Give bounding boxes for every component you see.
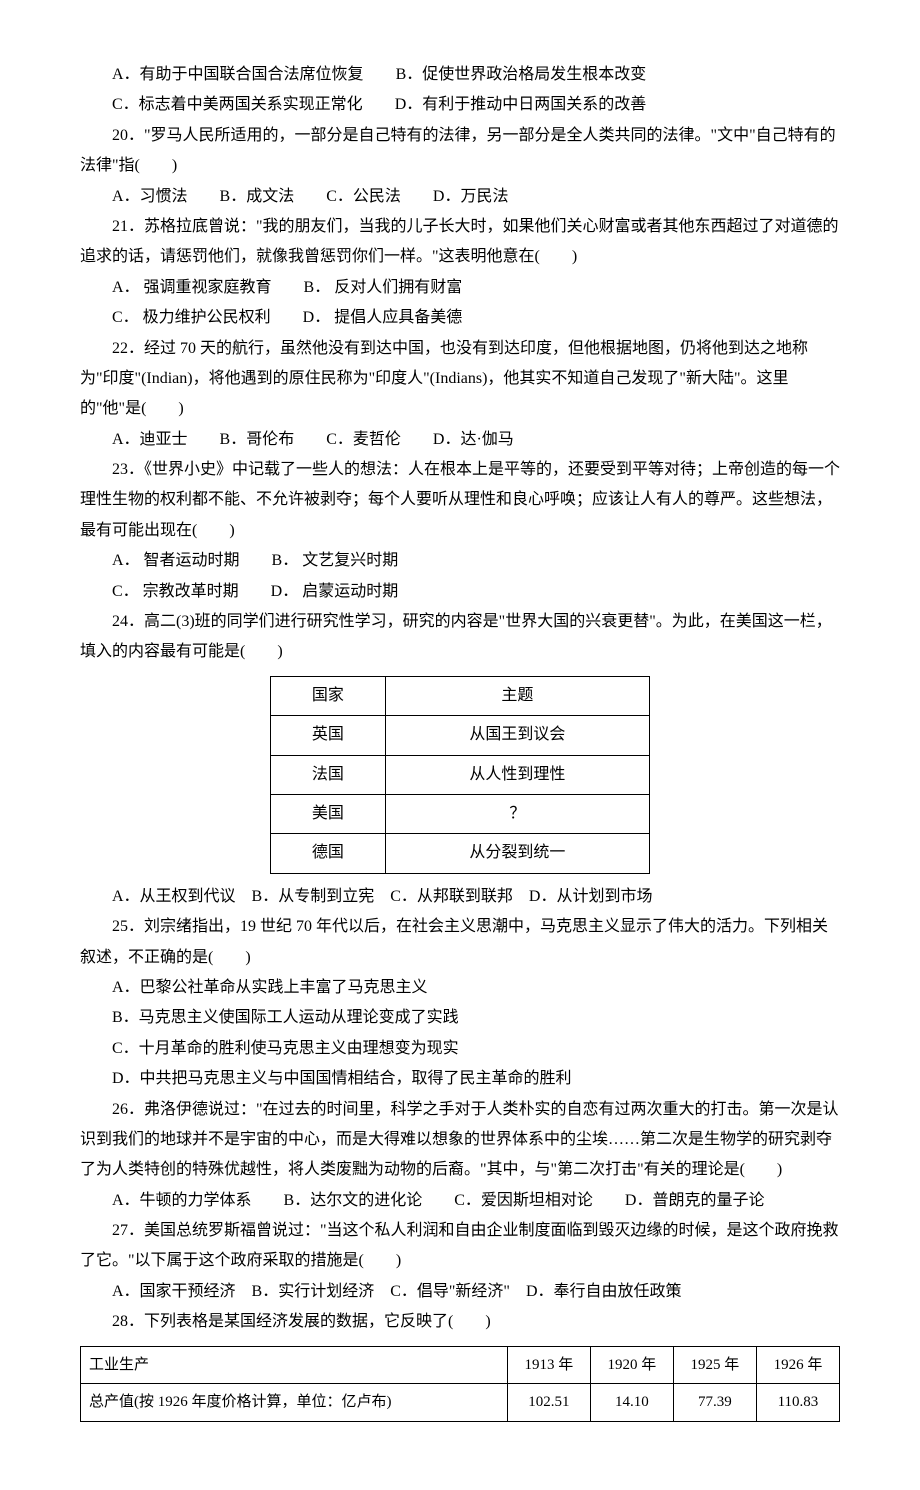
table-cell: 14.10 xyxy=(590,1384,673,1422)
table-row: 国家 主题 xyxy=(271,676,650,715)
text: B．促使世界政治格局发生根本改变 xyxy=(396,66,647,83)
text: D．有利于推动中日两国关系的改善 xyxy=(395,96,647,113)
q19-opt-c: C．标志着中美两国关系实现正常化 D．有利于推动中日两国关系的改善 xyxy=(80,90,840,120)
q26-opts: A．牛顿的力学体系 B．达尔文的进化论 C．爱因斯坦相对论 D．普朗克的量子论 xyxy=(80,1186,840,1216)
table-header: 国家 xyxy=(271,676,386,715)
table-cell: 德国 xyxy=(271,834,386,873)
table-cell: 英国 xyxy=(271,716,386,755)
text: C．标志着中美两国关系实现正常化 xyxy=(112,96,363,113)
table-header: 1913 年 xyxy=(507,1346,590,1384)
text: A．有助于中国联合国合法席位恢复 xyxy=(112,66,364,83)
q24-opts: A．从王权到代议 B．从专制到立宪 C．从邦联到联邦 D．从计划到市场 xyxy=(80,882,840,912)
table-header: 工业生产 xyxy=(81,1346,508,1384)
table-header: 主题 xyxy=(385,676,649,715)
q27-stem: 27．美国总统罗斯福曾说过："当这个私人利润和自由企业制度面临到毁灭边缘的时候，… xyxy=(80,1216,840,1277)
q25-stem: 25．刘宗绪指出，19 世纪 70 年代以后，在社会主义思潮中，马克思主义显示了… xyxy=(80,912,840,973)
q20-stem: 20．"罗马人民所适用的，一部分是自己特有的法律，另一部分是全人类共同的法律。"… xyxy=(80,121,840,182)
table-row: 总产值(按 1926 年度价格计算，单位：亿卢布) 102.51 14.10 7… xyxy=(81,1384,840,1422)
q25-opt-a: A．巴黎公社革命从实践上丰富了马克思主义 xyxy=(80,973,840,1003)
q28-table: 工业生产 1913 年 1920 年 1925 年 1926 年 总产值(按 1… xyxy=(80,1346,840,1422)
q21-opts-cd: C． 极力维护公民权利 D． 提倡人应具备美德 xyxy=(80,303,840,333)
q27-opts: A．国家干预经济 B．实行计划经济 C．倡导"新经济" D．奉行自由放任政策 xyxy=(80,1277,840,1307)
table-cell: ？ xyxy=(385,794,649,833)
q23-opts-cd: C． 宗教改革时期 D． 启蒙运动时期 xyxy=(80,577,840,607)
table-row: 工业生产 1913 年 1920 年 1925 年 1926 年 xyxy=(81,1346,840,1384)
q21-stem: 21．苏格拉底曾说："我的朋友们，当我的儿子长大时，如果他们关心财富或者其他东西… xyxy=(80,212,840,273)
table-cell: 美国 xyxy=(271,794,386,833)
table-cell: 总产值(按 1926 年度价格计算，单位：亿卢布) xyxy=(81,1384,508,1422)
q25-opt-d: D．中共把马克思主义与中国国情相结合，取得了民主革命的胜利 xyxy=(80,1064,840,1094)
table-cell: 法国 xyxy=(271,755,386,794)
q22-opts: A．迪亚士 B．哥伦布 C．麦哲伦 D．达·伽马 xyxy=(80,425,840,455)
q19-opt-a: A．有助于中国联合国合法席位恢复 B．促使世界政治格局发生根本改变 xyxy=(80,60,840,90)
table-cell: 从分裂到统一 xyxy=(385,834,649,873)
q21-opts-ab: A． 强调重视家庭教育 B． 反对人们拥有财富 xyxy=(80,273,840,303)
q23-stem: 23．《世界小史》中记载了一些人的想法：人在根本上是平等的，还要受到平等对待；上… xyxy=(80,455,840,546)
table-row: 美国 ？ xyxy=(271,794,650,833)
q24-stem: 24．高二(3)班的同学们进行研究性学习，研究的内容是"世界大国的兴衰更替"。为… xyxy=(80,607,840,668)
table-row: 英国 从国王到议会 xyxy=(271,716,650,755)
table-cell: 从人性到理性 xyxy=(385,755,649,794)
q28-stem: 28．下列表格是某国经济发展的数据，它反映了( ) xyxy=(80,1307,840,1337)
table-header: 1920 年 xyxy=(590,1346,673,1384)
table-row: 法国 从人性到理性 xyxy=(271,755,650,794)
table-cell: 从国王到议会 xyxy=(385,716,649,755)
table-row: 德国 从分裂到统一 xyxy=(271,834,650,873)
q24-table: 国家 主题 英国 从国王到议会 法国 从人性到理性 美国 ？ 德国 从分裂到统一 xyxy=(270,676,650,874)
table-cell: 110.83 xyxy=(756,1384,839,1422)
table-cell: 77.39 xyxy=(673,1384,756,1422)
q20-opts: A．习惯法 B．成文法 C．公民法 D．万民法 xyxy=(80,182,840,212)
q23-opts-ab: A． 智者运动时期 B． 文艺复兴时期 xyxy=(80,546,840,576)
q25-opt-b: B．马克思主义使国际工人运动从理论变成了实践 xyxy=(80,1003,840,1033)
table-cell: 102.51 xyxy=(507,1384,590,1422)
table-header: 1925 年 xyxy=(673,1346,756,1384)
q25-opt-c: C．十月革命的胜利使马克思主义由理想变为现实 xyxy=(80,1034,840,1064)
q22-stem: 22．经过 70 天的航行，虽然他没有到达中国，也没有到达印度，但他根据地图，仍… xyxy=(80,334,840,425)
table-header: 1926 年 xyxy=(756,1346,839,1384)
q26-stem: 26．弗洛伊德说过："在过去的时间里，科学之手对于人类朴实的自恋有过两次重大的打… xyxy=(80,1095,840,1186)
